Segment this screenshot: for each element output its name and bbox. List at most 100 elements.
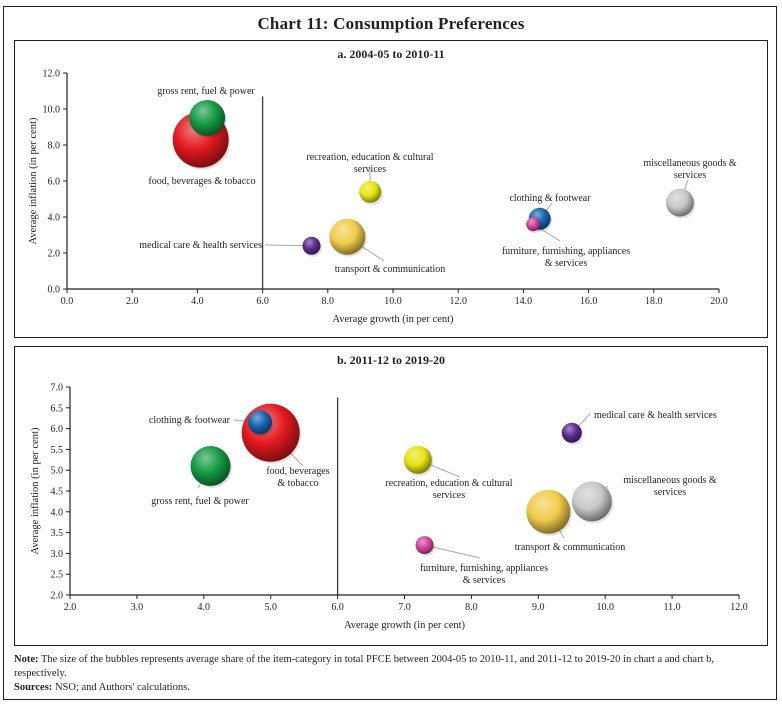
x-tick-label: 14.0 — [515, 296, 533, 307]
x-tick-label: 4.0 — [191, 296, 204, 307]
chart-b: 2.0 3.0 4.0 5.0 6.0 7.0 8.0 9.0 10.0 11.0 12.0 2.0 2… — [30, 383, 748, 632]
x-tick-label: 5.0 — [264, 602, 277, 613]
x-tick-label: 16.0 — [580, 296, 598, 307]
bubble-labels: food, beverages& tobacco clothing & footw… — [149, 410, 717, 586]
bubble-label: services — [433, 490, 465, 501]
x-tick-label: 20.0 — [710, 296, 728, 307]
y-tick-label: 10.0 — [43, 105, 61, 116]
bubble — [329, 218, 366, 255]
x-tick-label: 11.0 — [664, 602, 681, 613]
y-tick-label: 4.5 — [51, 487, 64, 498]
bubble-label: medical care & health services — [594, 410, 717, 421]
bubble-label: & services — [463, 575, 506, 586]
y-tick-label: 12.0 — [43, 69, 61, 80]
bubble — [189, 100, 226, 136]
y-tick-label: 7.0 — [51, 383, 64, 394]
panel-a: a. 2004-05 to 2010-11 — [14, 40, 768, 338]
x-tick-label: 4.0 — [198, 602, 211, 613]
footnote: Note: The size of the bubbles represents… — [14, 653, 764, 695]
bubble-label: food, beverages — [266, 466, 329, 477]
bubble — [526, 217, 541, 232]
chart-title: Chart 11: Consumption Preferences — [257, 14, 525, 33]
y-tick-label: 2.0 — [51, 591, 64, 602]
x-tick-label: 6.0 — [331, 602, 344, 613]
bubble-label: clothing & footwear — [149, 415, 231, 426]
bubbles — [172, 100, 696, 257]
y-tick-label: 8.0 — [48, 141, 61, 152]
y-tick-label: 0.0 — [48, 285, 61, 296]
bubble-label: & services — [545, 258, 588, 269]
panel-b: b. 2011-12 to 2019-20 — [14, 346, 768, 646]
bubble-label: transport & communication — [515, 542, 626, 553]
bubble-label: services — [354, 164, 386, 175]
note-text: The size of the bubbles represents avera… — [14, 654, 714, 679]
sources-label: Sources: — [14, 682, 53, 693]
bubble-label: gross rent, fuel & power — [157, 86, 255, 97]
y-tick-label: 6.0 — [51, 424, 64, 435]
sources-line: Sources: NSO; and Authors' calculations. — [14, 681, 764, 695]
y-tick-label: 5.5 — [51, 445, 64, 456]
bubble — [526, 489, 571, 534]
x-tick-label: 0.0 — [61, 296, 74, 307]
note-line: Note: The size of the bubbles represents… — [14, 653, 764, 681]
x-tick-label: 2.0 — [126, 296, 139, 307]
y-axis-title: Average inflation (in per cent) — [30, 427, 41, 554]
bubble-label: services — [674, 170, 706, 181]
y-axis-title: Average inflation (in per cent) — [28, 117, 39, 244]
x-tick-label: 6.0 — [256, 296, 269, 307]
y-tick-label: 4.0 — [51, 507, 64, 518]
bubble — [665, 188, 694, 217]
x-axis-title: Average growth (in per cent) — [332, 314, 454, 325]
chart-frame — [3, 6, 777, 700]
bubble-label: furniture, furnishing, appliances — [420, 563, 548, 574]
bubble — [302, 236, 321, 255]
bubble-label: transport & communication — [335, 264, 446, 275]
y-tick-label: 3.0 — [51, 549, 64, 560]
x-tick-label: 8.0 — [465, 602, 478, 613]
panel-a-title: a. 2004-05 to 2010-11 — [337, 47, 445, 61]
y-tick-label: 4.0 — [48, 213, 61, 224]
y-tick-label: 2.5 — [51, 570, 64, 581]
bubbles — [190, 403, 614, 557]
bubble — [247, 410, 272, 435]
bubble — [561, 422, 582, 443]
bubble — [571, 481, 612, 522]
bubble — [190, 446, 231, 487]
y-tick-label: 2.0 — [48, 249, 61, 260]
x-axis-title: Average growth (in per cent) — [344, 620, 466, 631]
bubble-label: services — [654, 487, 686, 498]
bubble-label: recreation, education & cultural — [306, 152, 433, 163]
bubble-label: furniture, furnishing, appliances — [502, 246, 630, 257]
bubble-label: recreation, education & cultural — [385, 478, 512, 489]
leader-line — [424, 544, 481, 559]
sources-text: NSO; and Authors' calculations. — [54, 682, 190, 693]
bubble — [415, 536, 434, 555]
x-tick-label: 7.0 — [398, 602, 411, 613]
note-label: Note: — [14, 654, 39, 665]
x-tick-label: 3.0 — [131, 602, 144, 613]
x-tick-label: 12.0 — [730, 602, 748, 613]
y-tick-label: 5.0 — [51, 466, 64, 477]
bubble-label: & tobacco — [277, 478, 318, 489]
y-tick-label: 3.5 — [51, 528, 64, 539]
x-tick-label: 9.0 — [532, 602, 545, 613]
y-tick-label: 6.5 — [51, 403, 64, 414]
x-tick-label: 2.0 — [64, 602, 77, 613]
x-tick-label: 12.0 — [449, 296, 467, 307]
bubble-labels: food, beverages & tobacco gross rent, fue… — [139, 86, 737, 275]
bubble-label: medical care & health services — [139, 240, 262, 251]
bubble-label: clothing & footwear — [509, 193, 591, 204]
x-tick-label: 10.0 — [596, 602, 614, 613]
x-tick-label: 18.0 — [645, 296, 663, 307]
bubble-label: food, beverages & tobacco — [148, 176, 255, 187]
bubble-label: miscellaneous goods & — [623, 475, 717, 486]
panel-b-title: b. 2011-12 to 2019-20 — [337, 353, 445, 367]
bubble-label: gross rent, fuel & power — [151, 496, 249, 507]
bubble-label: miscellaneous goods & — [643, 158, 737, 169]
chart-a: 0.0 2.0 4.0 6.0 8.0 10.0 12.0 14.0 16.0 18.0 20.0 0… — [28, 69, 737, 326]
bubble — [403, 445, 432, 474]
x-tick-label: 10.0 — [384, 296, 402, 307]
bubble — [359, 180, 382, 203]
x-tick-label: 8.0 — [322, 296, 335, 307]
bubble — [241, 403, 300, 462]
